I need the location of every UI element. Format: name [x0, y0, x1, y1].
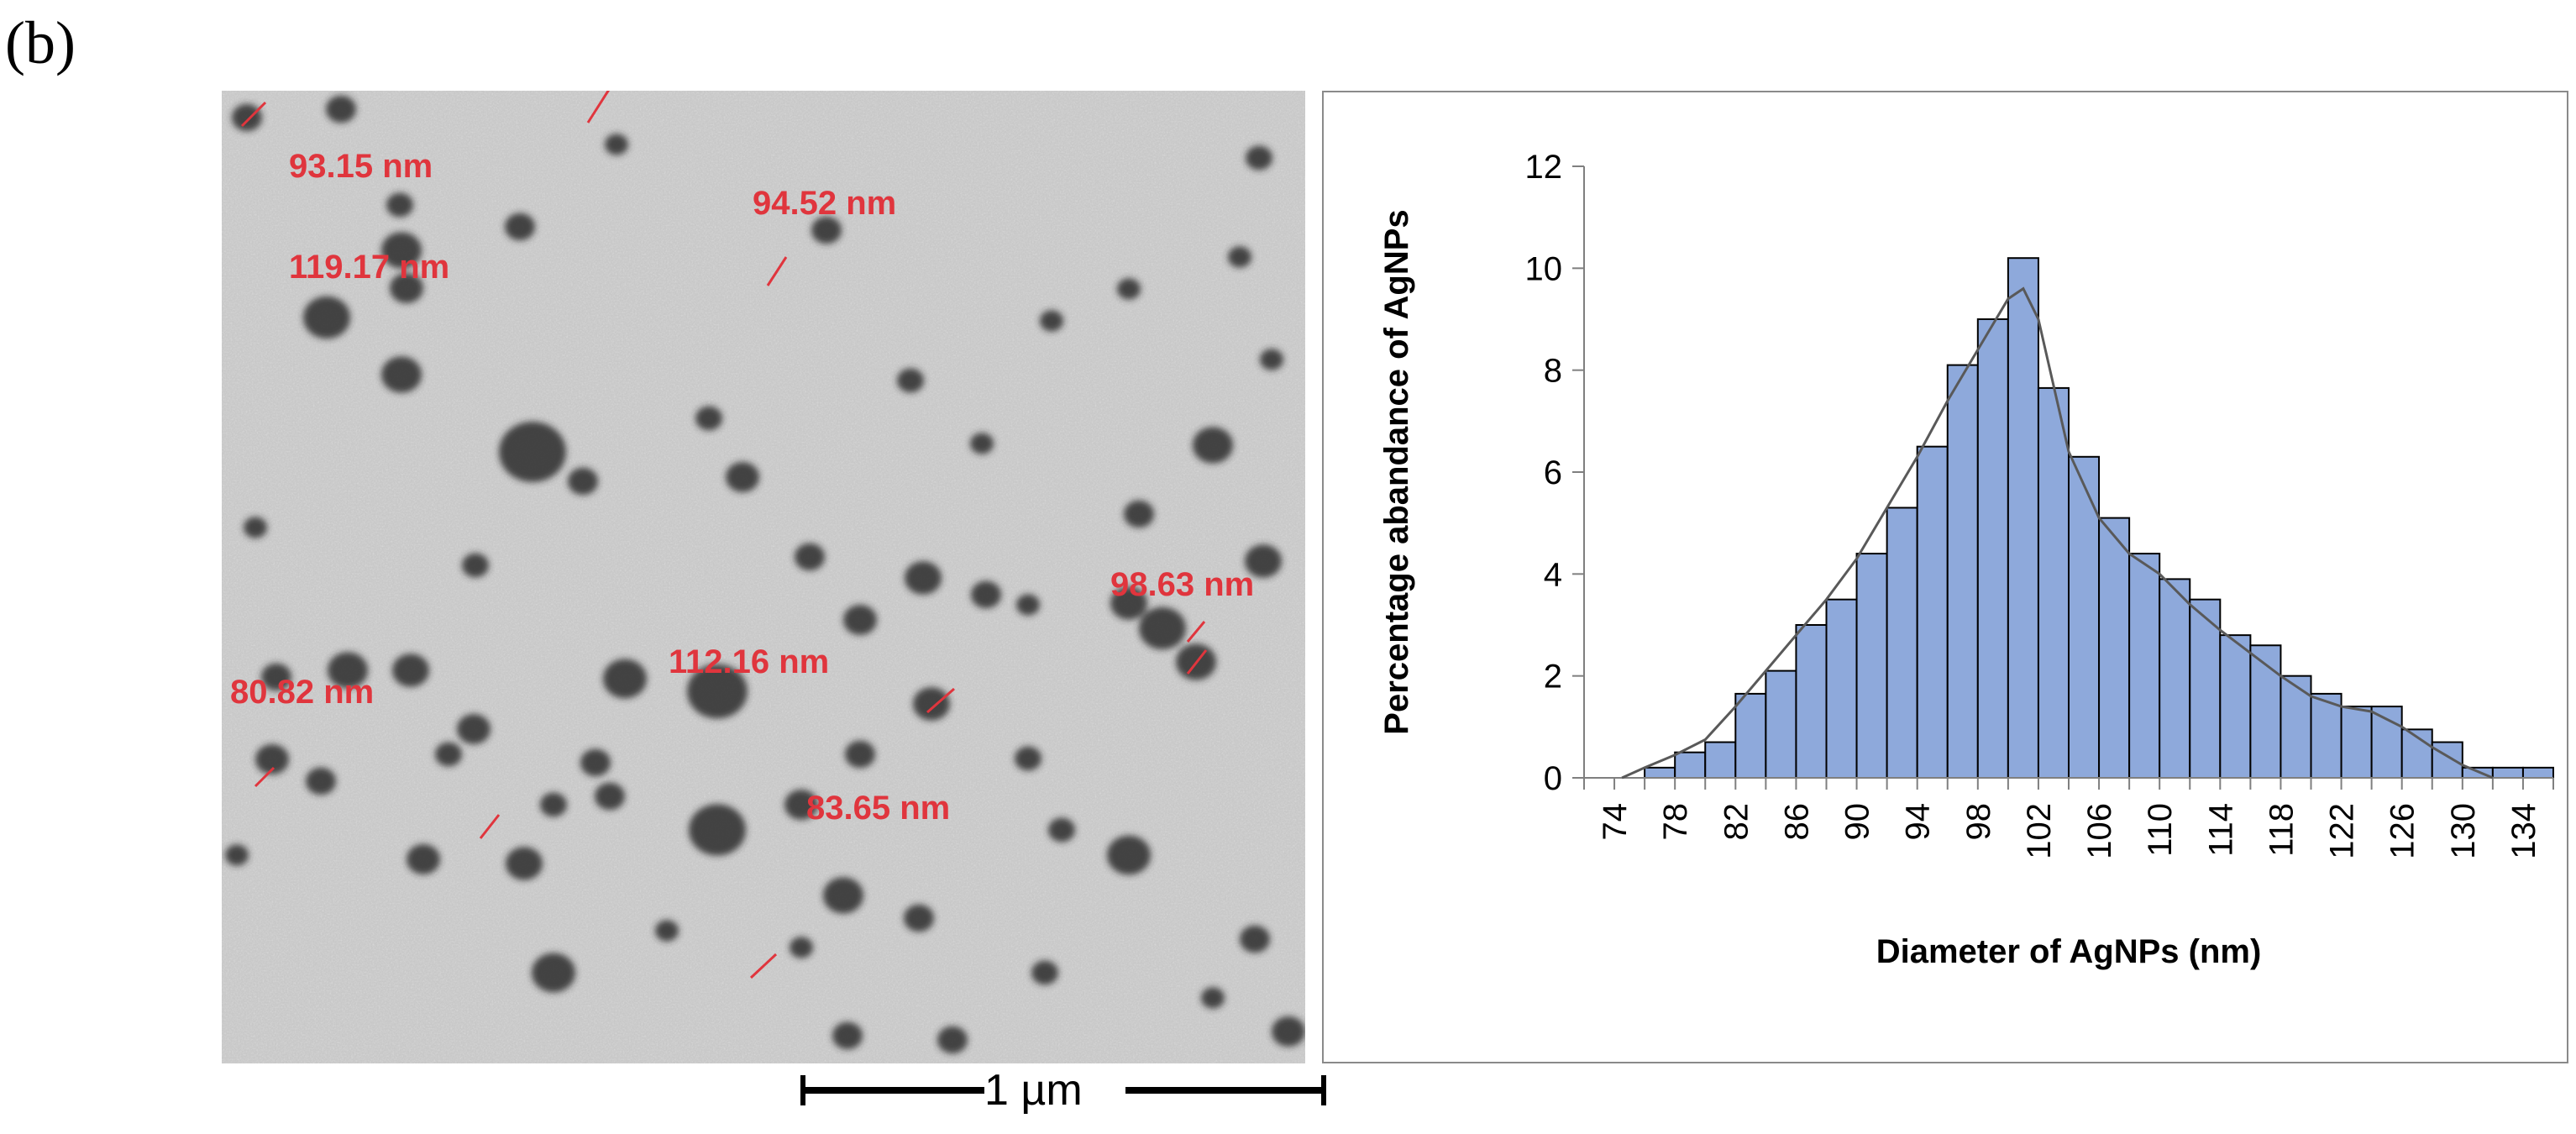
histogram-bar [2007, 257, 2039, 779]
histogram-bar [2431, 741, 2463, 779]
histogram-bar [1704, 741, 1737, 779]
histogram-bar [1734, 692, 1767, 780]
y-tick-label: 6 [1544, 454, 1562, 491]
histogram-bar [2370, 706, 2403, 779]
histogram-bar [2128, 553, 2161, 779]
measurement-label: 94.52 nm [753, 185, 897, 222]
x-tick-label: 118 [2263, 803, 2300, 857]
histogram-bar [2280, 675, 2312, 780]
histogram-bar [2159, 578, 2191, 780]
measurement-label: 112.16 nm [669, 643, 830, 680]
histogram-bar [1765, 669, 1797, 779]
measurement-label: 80.82 nm [230, 674, 375, 711]
histogram-bar [1795, 624, 1828, 779]
histogram-bar [2098, 517, 2131, 779]
x-tick-label: 90 [1839, 803, 1876, 841]
measurement-label: 98.63 nm [1110, 566, 1255, 603]
histogram-chart: 0 2 4 6 8 10 12 74 78 82 86 90 94 98 102 106 110 114 118 12… [1378, 149, 2554, 970]
histogram-bar [2310, 692, 2343, 780]
y-tick-label: 12 [1525, 149, 1563, 186]
x-tick-label: 122 [2324, 803, 2361, 859]
tem-image [222, 91, 1305, 1063]
histogram-bar [1976, 318, 2009, 779]
x-tick-label: 114 [2202, 803, 2239, 857]
histogram-bar [2340, 706, 2373, 779]
histogram-bar [1946, 364, 1979, 779]
measurement-label: 93.15 nm [289, 148, 433, 185]
measurement-label: 119.17 nm [289, 249, 450, 286]
measurement-label: 83.65 nm [806, 790, 951, 827]
x-tick-label: 94 [1900, 803, 1937, 841]
x-tick-label: 74 [1597, 803, 1634, 841]
x-tick-label: 126 [2385, 803, 2421, 859]
histogram-panel: 0 2 4 6 8 10 12 74 78 82 86 90 94 98 102 106 110 114 118 12… [1322, 91, 2568, 1063]
histogram-bar [1916, 445, 1949, 779]
x-tick-label: 130 [2445, 803, 2482, 859]
histogram-bar [2521, 766, 2554, 779]
fit-curve [1621, 286, 2494, 780]
histogram-bar [1644, 766, 1676, 779]
x-tick-label: 110 [2142, 803, 2179, 857]
histogram-bar [2068, 455, 2101, 779]
y-tick-label: 0 [1544, 760, 1562, 797]
scale-bar-label: 1 µm [984, 1066, 1083, 1115]
histogram-bar [1825, 598, 1858, 780]
x-tick-label: 102 [2021, 803, 2058, 859]
histogram-bar [1855, 553, 1888, 779]
histogram-bar [1886, 507, 1918, 779]
x-tick-label: 86 [1778, 803, 1815, 841]
panel-label: (b) [5, 9, 76, 76]
y-tick-label: 4 [1544, 556, 1562, 593]
histogram-bar [2491, 766, 2524, 779]
y-tick-label: 8 [1544, 353, 1562, 390]
x-tick-label: 98 [1960, 803, 1997, 841]
x-axis-label: Diameter of AgNPs (nm) [1876, 933, 2262, 970]
tem-micrograph: 93.15 nm 94.52 nm 119.17 nm 98.63 nm 80.… [222, 91, 1305, 1063]
y-axis-label: Percentage abandance of AgNPs [1378, 209, 1415, 734]
y-tick-label: 10 [1525, 250, 1563, 287]
x-tick-label: 78 [1657, 803, 1694, 841]
histogram-bar [2037, 386, 2070, 779]
x-tick-label: 134 [2505, 803, 2542, 859]
histogram-bar [1674, 751, 1707, 780]
x-tick-label: 82 [1718, 803, 1755, 841]
x-tick-label: 106 [2081, 803, 2118, 859]
histogram-bar [2219, 634, 2252, 780]
y-tick-label: 2 [1544, 659, 1562, 696]
